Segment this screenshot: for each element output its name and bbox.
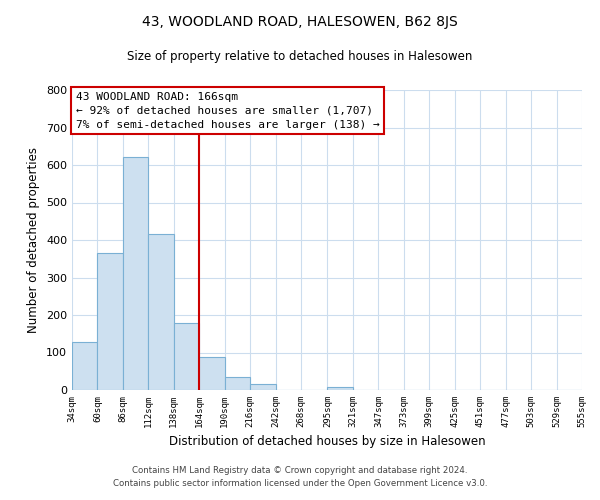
Bar <box>199 357 225 390</box>
Text: 43, WOODLAND ROAD, HALESOWEN, B62 8JS: 43, WOODLAND ROAD, HALESOWEN, B62 8JS <box>142 15 458 29</box>
Y-axis label: Number of detached properties: Number of detached properties <box>28 147 40 333</box>
Text: 43 WOODLAND ROAD: 166sqm
← 92% of detached houses are smaller (1,707)
7% of semi: 43 WOODLAND ROAD: 166sqm ← 92% of detach… <box>76 92 380 130</box>
Bar <box>148 234 174 390</box>
Bar <box>97 253 123 390</box>
Bar <box>72 342 97 390</box>
Text: Size of property relative to detached houses in Halesowen: Size of property relative to detached ho… <box>127 50 473 63</box>
Bar <box>123 157 148 390</box>
Text: Contains HM Land Registry data © Crown copyright and database right 2024.
Contai: Contains HM Land Registry data © Crown c… <box>113 466 487 487</box>
Bar <box>328 387 353 390</box>
Bar <box>174 324 199 390</box>
Bar <box>250 384 275 390</box>
Bar <box>225 376 250 390</box>
X-axis label: Distribution of detached houses by size in Halesowen: Distribution of detached houses by size … <box>169 436 485 448</box>
